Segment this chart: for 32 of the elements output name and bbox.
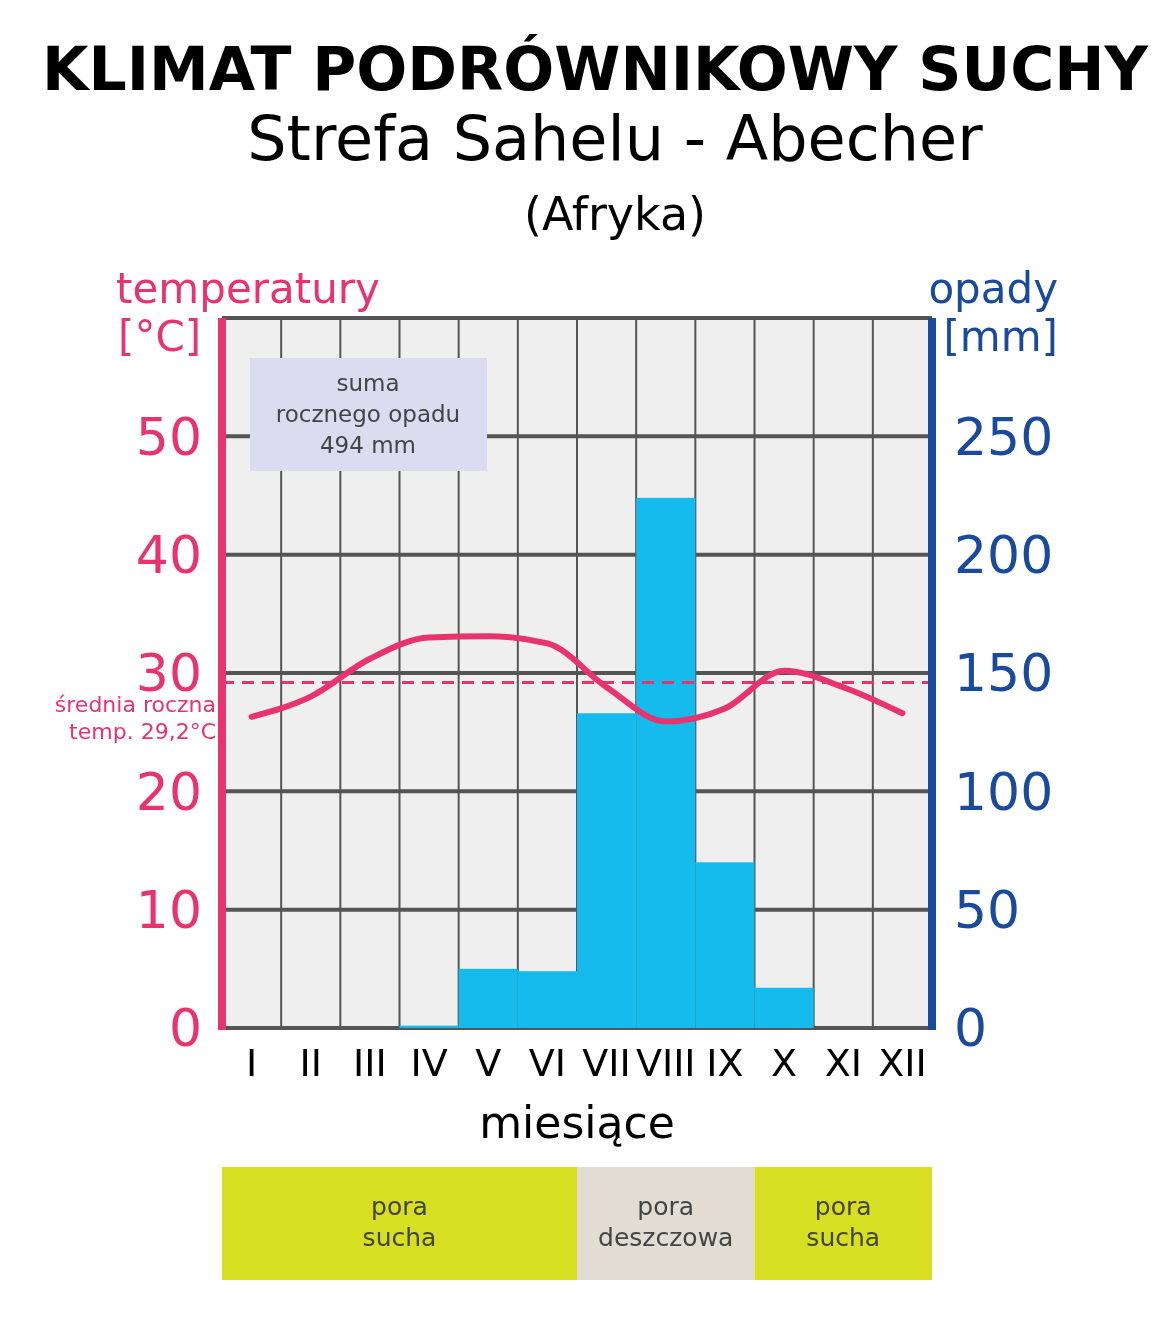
y2-axis-title: opady [mm] — [928, 264, 1058, 361]
y2-tick-label: 250 — [954, 406, 1054, 467]
y-tick-label: 0 — [168, 998, 202, 1059]
x-tick-label: IV — [410, 1041, 448, 1085]
y2-tick-label: 150 — [954, 643, 1054, 704]
y2-tick-label: 0 — [954, 998, 988, 1059]
x-tick-label: XI — [824, 1041, 862, 1085]
x-tick-label: VII — [582, 1041, 631, 1085]
y2-tick-label: 50 — [954, 879, 1021, 940]
chart-title: KLIMAT PODRÓWNIKOWY SUCHY — [41, 34, 1150, 104]
annotation: suma rocznego opadu 494 mm — [275, 370, 461, 458]
text: pora sucha — [806, 1192, 881, 1252]
x-tick-label: VI — [528, 1041, 567, 1085]
y2-tick-label: 200 — [954, 524, 1054, 585]
x-tick-label: III — [353, 1041, 387, 1085]
y-tick-label: 10 — [135, 879, 202, 940]
x-tick-label: XII — [878, 1041, 927, 1085]
x-tick-label: VIII — [635, 1041, 696, 1085]
chart-subtitle: Strefa Sahelu - Abecher (Afryka) — [247, 102, 984, 241]
x-tick-label: IX — [706, 1041, 744, 1085]
y2-tick-label: 100 — [954, 761, 1054, 822]
y-tick-label: 40 — [135, 524, 202, 585]
text: pora sucha — [362, 1192, 437, 1252]
x-axis-title: miesiące — [479, 1097, 675, 1148]
x-tick-label: V — [475, 1041, 502, 1085]
text: pora deszczowa — [598, 1192, 734, 1252]
y-tick-label: 20 — [135, 761, 202, 822]
x-tick-label: X — [771, 1041, 798, 1085]
x-tick-label: I — [245, 1041, 258, 1085]
x-tick-label: II — [299, 1041, 322, 1085]
y-tick-label: 50 — [135, 406, 202, 467]
y-axis-title: temperatury [°C] — [116, 264, 380, 361]
